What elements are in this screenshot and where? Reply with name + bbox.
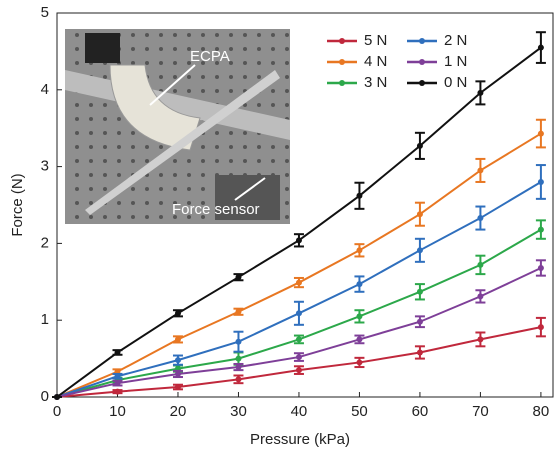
point [538, 45, 544, 51]
photo-clamp [85, 33, 120, 63]
point [538, 324, 544, 330]
point [235, 274, 241, 280]
point [417, 143, 423, 149]
point [235, 339, 241, 345]
legend-marker [419, 38, 425, 44]
x-tick-label: 40 [291, 403, 308, 420]
point [175, 357, 181, 363]
legend-marker [339, 59, 345, 65]
point [356, 336, 362, 342]
point [538, 179, 544, 185]
x-tick-label: 0 [53, 403, 61, 420]
legend-label: 0 N [444, 74, 467, 91]
point [477, 293, 483, 299]
point [417, 211, 423, 217]
point [114, 389, 120, 395]
legend-marker [339, 38, 345, 44]
annotation: Force sensor [172, 201, 260, 218]
point [477, 167, 483, 173]
legend-marker [419, 80, 425, 86]
point [175, 310, 181, 316]
legend-marker [339, 80, 345, 86]
point [235, 376, 241, 382]
y-tick-label: 3 [41, 158, 49, 175]
x-tick-label: 70 [472, 403, 489, 420]
point [477, 215, 483, 221]
x-tick-label: 30 [230, 403, 247, 420]
point [477, 90, 483, 96]
point [356, 313, 362, 319]
point [296, 354, 302, 360]
point [417, 247, 423, 253]
inset-photo: ECPA Force sensor [65, 29, 290, 224]
legend-label: 2 N [444, 32, 467, 49]
point [356, 247, 362, 253]
x-tick-label: 10 [109, 403, 126, 420]
point [114, 349, 120, 355]
x-axis-label: Pressure (kPa) [250, 431, 350, 448]
point [296, 237, 302, 243]
point [114, 380, 120, 386]
legend-label: 1 N [444, 53, 467, 70]
x-tick-label: 50 [351, 403, 368, 420]
annotation: ECPA [190, 48, 230, 65]
point [235, 309, 241, 315]
x-tick-label: 20 [170, 403, 187, 420]
y-tick-label: 2 [41, 234, 49, 251]
point [235, 356, 241, 362]
point [417, 319, 423, 325]
legend-marker [419, 59, 425, 65]
point [356, 359, 362, 365]
point [477, 262, 483, 268]
point [175, 371, 181, 377]
chart: ECPA Force sensor Pressure (kPa) Force (… [0, 0, 556, 457]
y-tick-label: 4 [41, 81, 49, 98]
point [538, 227, 544, 233]
point [417, 349, 423, 355]
point [175, 384, 181, 390]
point [296, 280, 302, 286]
legend-label: 5 N [364, 32, 387, 49]
point [175, 336, 181, 342]
point [114, 373, 120, 379]
point [296, 367, 302, 373]
y-tick-label: 5 [41, 4, 49, 21]
point [538, 265, 544, 271]
point [235, 364, 241, 370]
y-tick-label: 1 [41, 311, 49, 328]
point [296, 310, 302, 316]
y-tick-label: 0 [41, 388, 49, 405]
y-axis-label: Force (N) [9, 173, 26, 236]
point [417, 289, 423, 295]
x-tick-label: 60 [412, 403, 429, 420]
x-tick-label: 80 [533, 403, 550, 420]
point [356, 193, 362, 199]
point [538, 131, 544, 137]
legend-label: 4 N [364, 53, 387, 70]
point [54, 394, 60, 400]
legend-label: 3 N [364, 74, 387, 91]
point [296, 336, 302, 342]
point [477, 336, 483, 342]
point [356, 281, 362, 287]
